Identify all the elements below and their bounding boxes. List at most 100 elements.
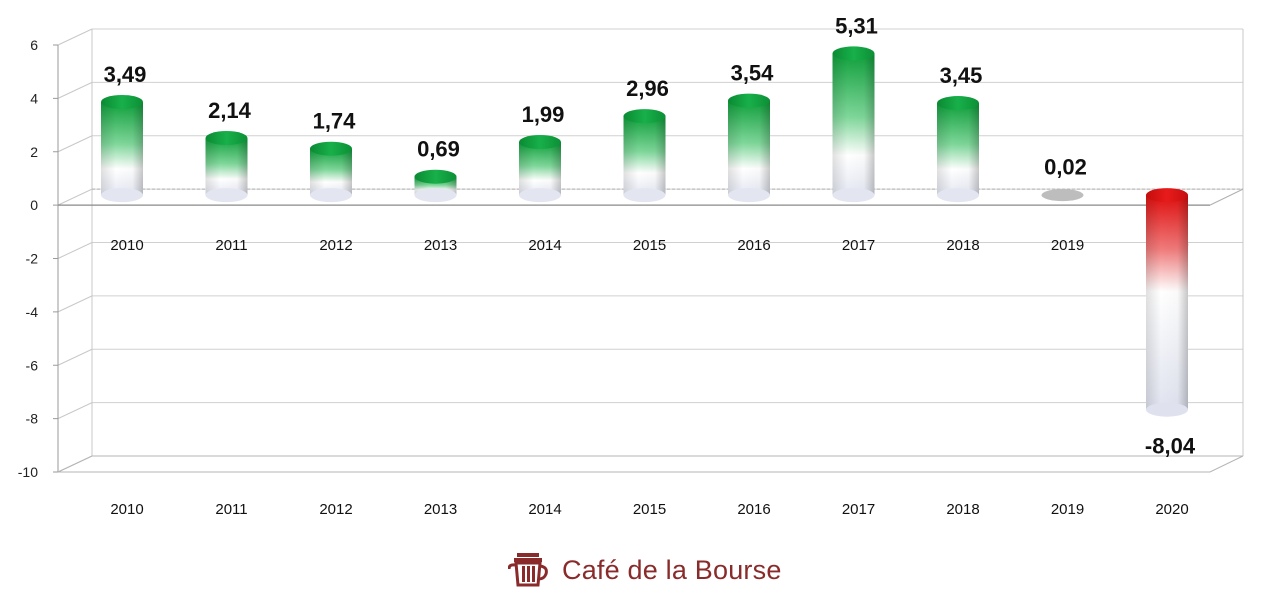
bar-cap (623, 109, 666, 124)
y-tick-label: -4 (26, 304, 39, 320)
bar-2017 (832, 46, 875, 203)
data-label: 3,54 (731, 61, 775, 86)
side-wall-gridline (57, 402, 93, 420)
x-tick-label-top: 2012 (319, 237, 352, 254)
bar-2016 (728, 93, 770, 203)
data-label: 2,14 (208, 98, 252, 123)
bar-2011 (205, 131, 248, 203)
bar-base (101, 188, 143, 203)
bar-base (623, 188, 666, 203)
bar-cap (205, 131, 248, 146)
x-tick-label-bottom: 2013 (424, 501, 457, 518)
data-label: 0,69 (417, 137, 460, 162)
bars (101, 46, 1188, 417)
y-tick-label: -6 (26, 357, 39, 373)
side-wall-gridline (57, 135, 93, 153)
bar-cap (832, 46, 875, 61)
side-wall-gridline (57, 81, 93, 99)
side-wall-gridline (57, 348, 93, 366)
bar-base (832, 188, 875, 203)
zero-plane-right (1209, 188, 1244, 206)
x-tick-label-bottom: 2012 (319, 501, 352, 518)
bar-shade (519, 142, 561, 196)
x-tick-label-bottom: 2011 (215, 501, 247, 518)
bar-2018 (937, 96, 979, 203)
x-tick-label-top: 2013 (424, 237, 457, 254)
data-label: 1,99 (522, 102, 565, 127)
data-label: 3,45 (940, 63, 983, 88)
data-labels: 3,49 2,14 1,74 0,69 1,99 2,96 3,54 5,31 3,45 0,02… (104, 13, 1196, 458)
bar-shade (937, 103, 979, 196)
x-tick-label-bottom: 2020 (1155, 501, 1188, 518)
y-tick-label: 0 (30, 197, 38, 213)
bar-cap (310, 141, 352, 156)
brand-logo: Café de la Bourse (508, 548, 782, 592)
bar-shade (832, 53, 875, 196)
bar-cap (728, 93, 770, 108)
y-tick-label: -2 (26, 251, 39, 267)
x-axis-bottom-labels: 2010 2011 2012 2013 2014 2015 2016 2017 2018 2019… (110, 501, 1188, 518)
bar-shade (728, 100, 770, 196)
bar-cap (519, 135, 561, 150)
data-label: 3,49 (104, 62, 147, 87)
data-label: 1,74 (313, 109, 357, 134)
side-wall-gridline (57, 28, 93, 46)
data-label: 5,31 (835, 13, 878, 38)
bar-2015 (623, 109, 666, 203)
bar-shade (1146, 195, 1188, 410)
bar-2010 (101, 94, 143, 203)
bar-shade (205, 138, 248, 196)
bar-base (519, 188, 561, 203)
bar-2012 (310, 141, 352, 203)
bar-2019 (1041, 189, 1084, 202)
y-axis: 6 4 2 0 -2 -4 -6 -8 -10 (18, 37, 58, 480)
bar-base (205, 188, 248, 203)
y-tick-label: -8 (26, 411, 39, 427)
x-tick-label-top: 2017 (842, 237, 875, 254)
bar-base (728, 188, 770, 203)
brand-name: Café de la Bourse (562, 554, 782, 585)
x-tick-label-top: 2018 (946, 237, 979, 254)
data-label: 0,02 (1044, 155, 1087, 180)
bar-flat-cap (1041, 189, 1084, 202)
side-wall-gridline (57, 188, 93, 206)
coffee-cup-icon (508, 553, 548, 587)
x-axis-top-labels: 2010 2011 2012 2013 2014 2015 2016 2017 2018 2019… (110, 237, 1188, 254)
bar-cap (1146, 188, 1188, 203)
x-tick-label-top: 2010 (110, 237, 143, 254)
bar-cap (101, 94, 143, 109)
data-label: -8,04 (1145, 434, 1196, 459)
y-tick-label: 4 (30, 90, 38, 106)
x-tick-label-bottom: 2014 (528, 501, 561, 518)
bar-base (414, 188, 457, 203)
x-tick-label-top: 2019 (1051, 237, 1084, 254)
x-tick-label-bottom: 2010 (110, 501, 143, 518)
bar-base (937, 188, 979, 203)
bar-base (1146, 402, 1188, 417)
bar-shade (310, 148, 352, 196)
side-wall-gridline (57, 295, 93, 313)
bar-2020 (1146, 188, 1188, 417)
bar-2014 (519, 135, 561, 203)
x-tick-label-bottom: 2015 (633, 501, 666, 518)
y-tick-label: 6 (30, 37, 38, 53)
y-tick-label: -10 (18, 464, 38, 480)
x-tick-label-bottom: 2018 (946, 501, 979, 518)
y-tick-label: 2 (30, 144, 38, 160)
bar-cap (937, 96, 979, 111)
x-tick-label-bottom: 2016 (737, 501, 770, 518)
bar-shade (101, 101, 143, 196)
x-tick-label-top: 2014 (528, 237, 561, 254)
bar-shade (623, 116, 666, 196)
x-tick-label-bottom: 2019 (1051, 501, 1084, 518)
bar-cap (414, 169, 457, 184)
side-wall-gridline (57, 242, 93, 259)
data-label: 2,96 (626, 76, 669, 101)
x-tick-label-top: 2011 (215, 237, 247, 254)
x-tick-label-top: 2016 (737, 237, 770, 254)
chart-walls (57, 28, 1244, 473)
bar-2013 (414, 169, 457, 203)
x-tick-label-top: 2015 (633, 237, 666, 254)
floor-plane (57, 455, 1244, 473)
